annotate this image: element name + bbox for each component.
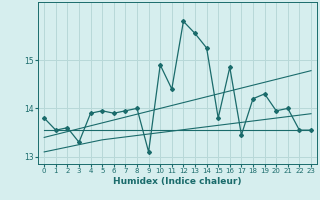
X-axis label: Humidex (Indice chaleur): Humidex (Indice chaleur) bbox=[113, 177, 242, 186]
